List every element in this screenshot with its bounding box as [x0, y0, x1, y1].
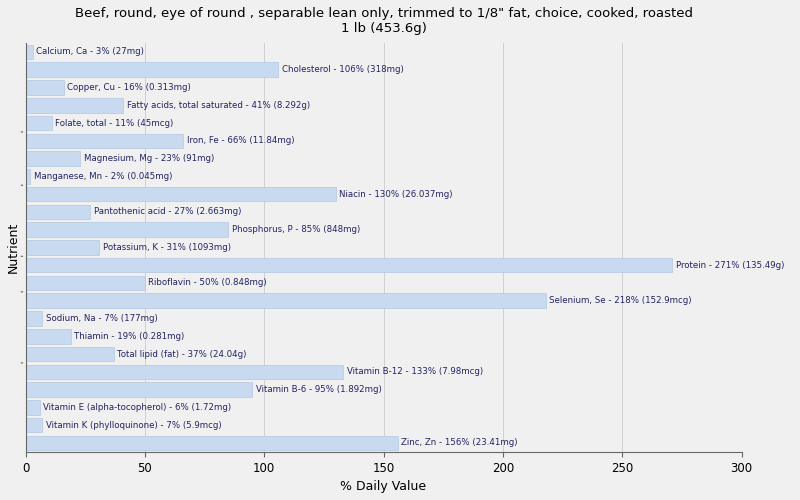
Bar [26, 311, 42, 326]
Text: Total lipid (fat) - 37% (24.04g): Total lipid (fat) - 37% (24.04g) [118, 350, 246, 358]
Text: Potassium, K - 31% (1093mg): Potassium, K - 31% (1093mg) [103, 243, 231, 252]
Bar [26, 80, 64, 95]
Text: Niacin - 130% (26.037mg): Niacin - 130% (26.037mg) [339, 190, 453, 198]
Bar [26, 222, 228, 237]
Text: Zinc, Zn - 156% (23.41mg): Zinc, Zn - 156% (23.41mg) [402, 438, 518, 448]
Bar [26, 44, 33, 59]
Bar [26, 276, 145, 290]
Text: Vitamin B-6 - 95% (1.892mg): Vitamin B-6 - 95% (1.892mg) [256, 385, 382, 394]
Y-axis label: Nutrient: Nutrient [7, 222, 20, 273]
Text: Pantothenic acid - 27% (2.663mg): Pantothenic acid - 27% (2.663mg) [94, 208, 241, 216]
Text: Thiamin - 19% (0.281mg): Thiamin - 19% (0.281mg) [74, 332, 185, 341]
Bar [26, 116, 52, 130]
Text: Vitamin E (alpha-tocopherol) - 6% (1.72mg): Vitamin E (alpha-tocopherol) - 6% (1.72m… [43, 403, 231, 412]
Bar [26, 134, 183, 148]
Bar [26, 204, 90, 219]
Bar [26, 364, 343, 379]
Text: Magnesium, Mg - 23% (91mg): Magnesium, Mg - 23% (91mg) [84, 154, 214, 163]
Bar [26, 152, 80, 166]
Bar [26, 240, 99, 254]
Bar [26, 98, 123, 112]
Bar [26, 62, 278, 77]
Text: Fatty acids, total saturated - 41% (8.292g): Fatty acids, total saturated - 41% (8.29… [127, 101, 310, 110]
Text: Selenium, Se - 218% (152.9mcg): Selenium, Se - 218% (152.9mcg) [550, 296, 692, 305]
Bar [26, 258, 672, 272]
Bar [26, 347, 114, 362]
Text: Vitamin K (phylloquinone) - 7% (5.9mcg): Vitamin K (phylloquinone) - 7% (5.9mcg) [46, 420, 222, 430]
Text: Copper, Cu - 16% (0.313mg): Copper, Cu - 16% (0.313mg) [67, 83, 191, 92]
Bar [26, 187, 336, 202]
Text: Phosphorus, P - 85% (848mg): Phosphorus, P - 85% (848mg) [232, 225, 360, 234]
Text: Protein - 271% (135.49g): Protein - 271% (135.49g) [676, 260, 784, 270]
Text: Cholesterol - 106% (318mg): Cholesterol - 106% (318mg) [282, 65, 404, 74]
Text: Folate, total - 11% (45mcg): Folate, total - 11% (45mcg) [55, 118, 174, 128]
Bar [26, 294, 546, 308]
Bar [26, 436, 398, 450]
Text: Manganese, Mn - 2% (0.045mg): Manganese, Mn - 2% (0.045mg) [34, 172, 172, 181]
Bar [26, 400, 40, 414]
Bar [26, 382, 252, 397]
Text: Calcium, Ca - 3% (27mg): Calcium, Ca - 3% (27mg) [36, 48, 144, 56]
Text: Iron, Fe - 66% (11.84mg): Iron, Fe - 66% (11.84mg) [186, 136, 294, 145]
Bar [26, 329, 71, 344]
Bar [26, 418, 42, 432]
Bar [26, 169, 30, 184]
Text: Sodium, Na - 7% (177mg): Sodium, Na - 7% (177mg) [46, 314, 158, 323]
X-axis label: % Daily Value: % Daily Value [341, 480, 426, 493]
Title: Beef, round, eye of round , separable lean only, trimmed to 1/8" fat, choice, co: Beef, round, eye of round , separable le… [74, 7, 693, 35]
Text: Vitamin B-12 - 133% (7.98mcg): Vitamin B-12 - 133% (7.98mcg) [346, 368, 482, 376]
Text: Riboflavin - 50% (0.848mg): Riboflavin - 50% (0.848mg) [149, 278, 267, 287]
